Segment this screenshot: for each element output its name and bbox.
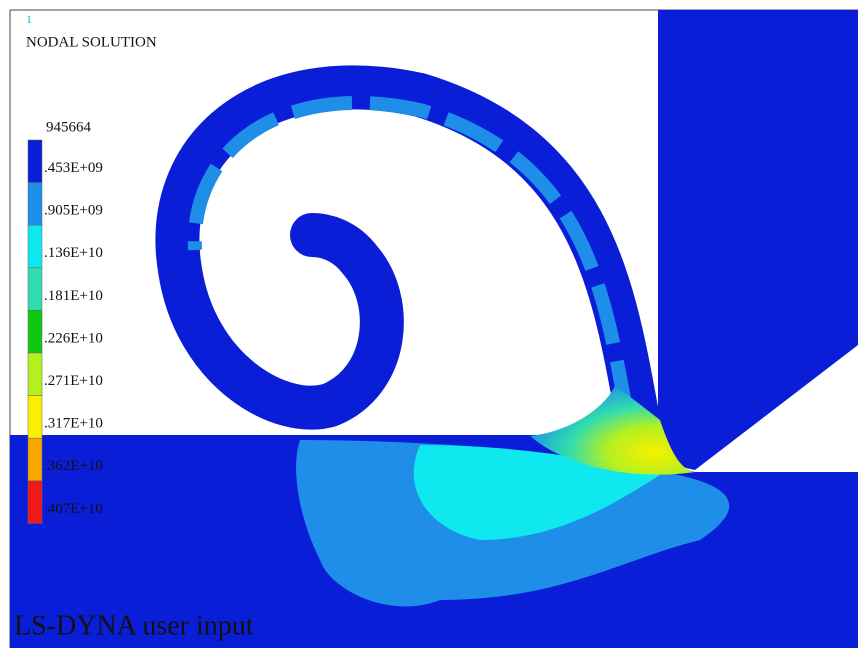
marker: 1	[26, 12, 32, 26]
legend-swatch	[28, 310, 42, 353]
footer-text: LS-DYNA user input	[14, 610, 254, 641]
screenshot: 1 NODAL SOLUTION 945664 .453E+09 .905E+09…	[0, 0, 858, 648]
legend-label: .181E+10	[44, 288, 103, 304]
legend-swatch	[28, 481, 42, 524]
legend-swatch	[28, 183, 42, 226]
legend-label: .226E+10	[44, 330, 103, 346]
legend-label: .136E+10	[44, 245, 103, 261]
legend-label: .271E+10	[44, 373, 103, 389]
legend-label: .317E+10	[44, 416, 103, 432]
legend-label: .362E+10	[44, 458, 103, 474]
legend-swatch	[28, 268, 42, 311]
legend-swatch	[28, 438, 42, 481]
legend-min: 945664	[46, 119, 92, 135]
legend-swatch	[28, 225, 42, 268]
legend-swatch	[28, 353, 42, 396]
legend-label: .453E+09	[44, 160, 103, 176]
legend-label: .407E+10	[44, 501, 103, 517]
legend-swatch	[28, 140, 42, 183]
title: NODAL SOLUTION	[26, 34, 157, 50]
legend-swatch	[28, 396, 42, 439]
legend-label: .905E+09	[44, 203, 103, 219]
